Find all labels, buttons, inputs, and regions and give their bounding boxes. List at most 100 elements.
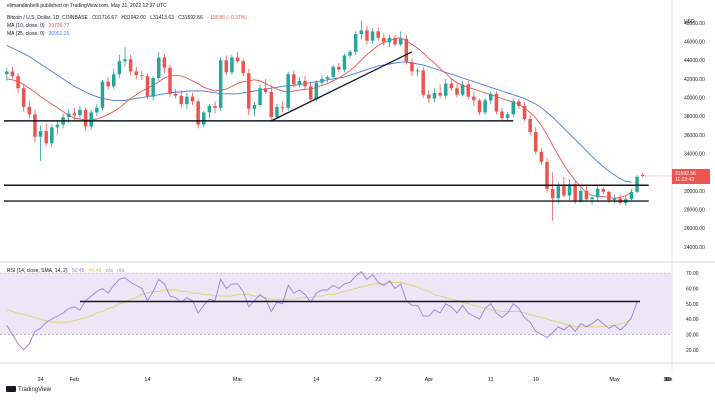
candle-body — [140, 75, 144, 77]
ma10-value: 29799.77 — [48, 23, 70, 29]
candle — [534, 127, 538, 155]
candle-body — [393, 37, 397, 45]
time-axis-tick: 9 — [664, 377, 667, 383]
candle — [157, 51, 161, 81]
candle — [140, 70, 144, 80]
candle-body — [534, 132, 538, 152]
candle-body — [280, 106, 285, 108]
symbol-name[interactable]: Bitcoin / U.S. Dollar, 1D, COINBASE — [7, 15, 88, 21]
candle-body — [494, 93, 499, 112]
candle — [432, 88, 437, 103]
candle-body — [100, 81, 105, 108]
candle-body — [218, 60, 223, 108]
candle — [33, 109, 37, 143]
candle — [100, 79, 105, 111]
candle — [365, 25, 369, 45]
candle-body — [269, 91, 274, 118]
candle — [359, 21, 364, 40]
candle-body — [443, 83, 448, 96]
candle — [337, 63, 341, 73]
candle-body — [21, 88, 26, 107]
candle-body — [247, 73, 251, 109]
candle — [207, 104, 212, 119]
candle-body — [359, 30, 364, 35]
candle-body — [421, 70, 425, 95]
candle-body — [348, 51, 352, 56]
candle — [382, 33, 386, 46]
candle-body — [275, 106, 279, 118]
rsi-sma-line — [6, 281, 632, 328]
rsi-line — [6, 270, 638, 351]
candle — [314, 80, 319, 102]
candle — [556, 182, 561, 204]
candle — [584, 184, 589, 203]
candle — [27, 101, 32, 119]
candle-body — [382, 37, 386, 43]
candle — [505, 111, 510, 121]
candle-body — [292, 74, 296, 85]
candle — [398, 31, 403, 47]
rsi-legend[interactable]: RSI (14, close, SMA, 14, 2) 50.45 40.45 … — [7, 268, 127, 275]
candle-body — [297, 80, 302, 85]
candle — [415, 67, 420, 77]
rsi-label: RSI (14, close, SMA, 14, 2) — [7, 268, 68, 274]
candle — [325, 75, 330, 83]
candle — [489, 91, 493, 105]
rsi-axis-tick: 30.00 — [686, 332, 699, 338]
candle-body — [612, 198, 617, 201]
candle-body — [398, 38, 403, 45]
candle-body — [258, 88, 262, 106]
candle-body — [387, 37, 392, 43]
candle-body — [376, 31, 380, 38]
ma25-value: 30952.25 — [48, 31, 70, 37]
candle — [16, 73, 20, 93]
price-axis-tick: 46000.00 — [684, 40, 705, 46]
candle-body — [573, 184, 577, 202]
price-axis-tick: 28000.00 — [684, 207, 705, 213]
candle — [117, 54, 122, 78]
candle-body — [455, 88, 459, 95]
candle — [196, 98, 200, 129]
candle-body — [202, 112, 206, 125]
candle — [218, 57, 223, 111]
candle — [95, 104, 99, 117]
candle-body — [590, 197, 594, 200]
price-axis-tick: 24000.00 — [684, 245, 705, 251]
candle-body — [483, 100, 487, 113]
candle-body — [308, 86, 313, 100]
candle — [483, 97, 487, 116]
candle-body — [314, 82, 319, 100]
candle-body — [50, 127, 54, 144]
candle-body — [66, 113, 71, 118]
candle — [460, 80, 465, 97]
candle-body — [151, 77, 155, 97]
candle-body — [550, 188, 555, 199]
price-tag: 31592.56 11:22:43 — [672, 168, 710, 184]
time-axis-tick: 9 — [666, 377, 669, 383]
candle — [443, 78, 448, 99]
candle — [522, 102, 527, 121]
tradingview-logo[interactable]: TradingView — [6, 386, 51, 394]
rsi-band — [0, 273, 672, 335]
candle — [286, 71, 290, 111]
candle — [224, 55, 229, 76]
candle-body — [595, 188, 600, 198]
ma10-legend[interactable]: MA (10, close, 0) 29799.77 — [7, 23, 69, 30]
rsi-axis-tick: 20.00 — [686, 348, 699, 354]
candle — [106, 77, 110, 91]
candle-body — [111, 74, 116, 87]
candle-body — [472, 96, 476, 101]
candle-body — [353, 34, 358, 52]
candle — [640, 172, 645, 178]
candle-body — [117, 61, 122, 75]
symbol-ohlc-row: Bitcoin / U.S. Dollar, 1D, COINBASE O317… — [7, 15, 250, 22]
candle-body — [213, 105, 217, 108]
change-value: −118.86 (−0.37%) — [207, 15, 247, 21]
candle-body — [196, 101, 200, 125]
candle-body — [511, 101, 515, 115]
candle-body — [10, 71, 15, 77]
candle-body — [404, 38, 409, 63]
ma25-legend[interactable]: MA (25, close, 0) 30952.25 — [7, 31, 69, 38]
candle-body — [145, 76, 150, 97]
